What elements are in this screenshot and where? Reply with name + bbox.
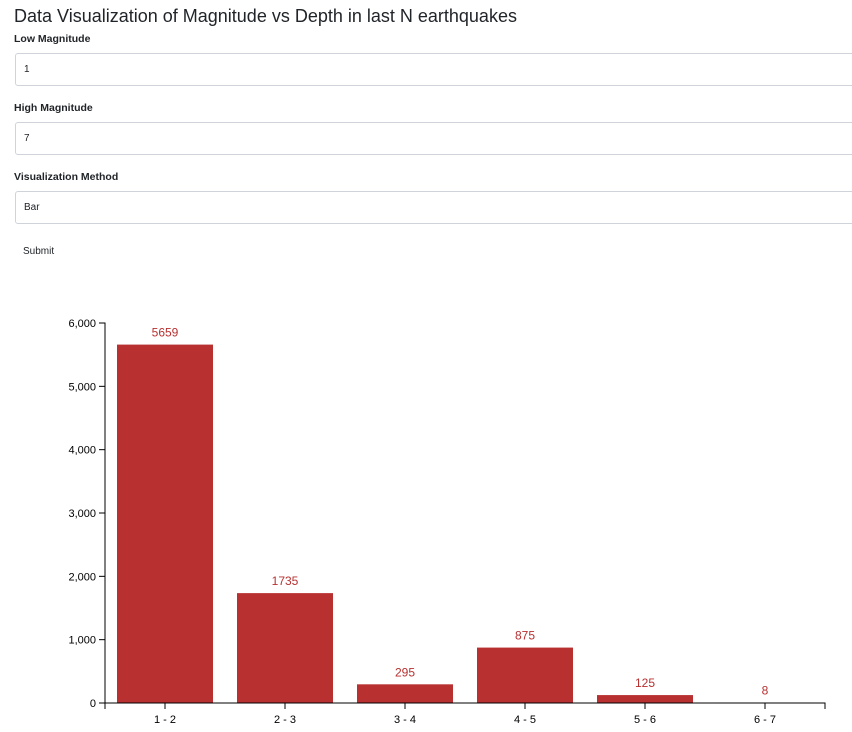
y-tick-label: 0	[90, 698, 96, 710]
x-tick-label: 2 - 3	[274, 714, 296, 726]
visualization-method-input[interactable]	[15, 191, 852, 224]
visualization-method-label: Visualization Method	[14, 171, 119, 183]
bar	[237, 593, 333, 703]
x-tick-label: 1 - 2	[154, 714, 176, 726]
bar	[477, 647, 573, 703]
high-magnitude-input[interactable]	[15, 122, 852, 155]
low-magnitude-input[interactable]	[15, 53, 852, 86]
low-magnitude-label: Low Magnitude	[14, 33, 91, 45]
x-tick-label: 6 - 7	[754, 714, 776, 726]
x-axis-line	[104, 702, 826, 709]
bar-value-label: 1735	[272, 574, 299, 588]
y-tick-label: 1,000	[68, 635, 96, 647]
submit-button[interactable]: Submit	[15, 240, 62, 262]
page-title: Data Visualization of Magnitude vs Depth…	[14, 6, 517, 26]
bar-chart: 5659 1735 295 875 125 8 0 1,000 2,000 3,000 4,000 5…	[68, 318, 826, 726]
y-tick-label: 5,000	[68, 381, 96, 393]
y-tick-label: 2,000	[68, 571, 96, 583]
bar	[597, 695, 693, 703]
x-tick-label: 5 - 6	[634, 714, 656, 726]
y-tick-label: 3,000	[68, 508, 96, 520]
bar-value-label: 5659	[152, 326, 179, 340]
x-tick-label: 4 - 5	[514, 714, 536, 726]
bar-value-label: 295	[395, 665, 415, 679]
y-tick-label: 4,000	[68, 445, 96, 457]
bar-value-label: 875	[515, 629, 535, 643]
bar-value-label: 8	[762, 683, 769, 697]
bar-value-label: 125	[635, 676, 655, 690]
bar	[117, 344, 213, 703]
bar	[357, 684, 453, 703]
x-tick-label: 3 - 4	[394, 714, 416, 726]
y-tick-label: 6,000	[68, 318, 96, 330]
high-magnitude-label: High Magnitude	[14, 102, 93, 114]
